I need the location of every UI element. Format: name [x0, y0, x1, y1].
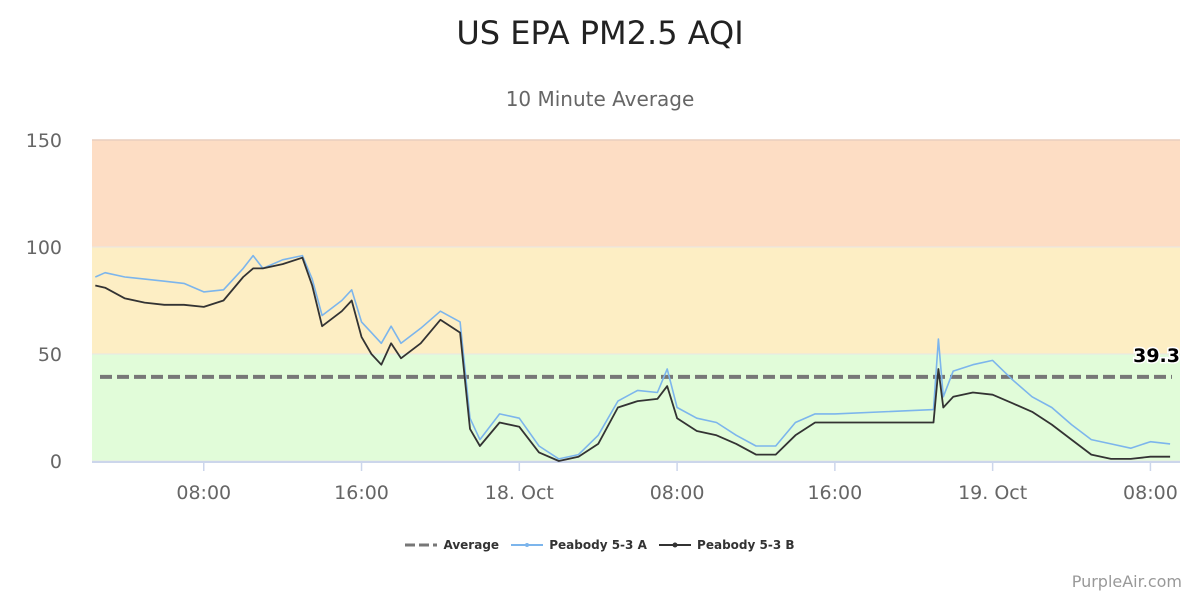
series-line-b: [95, 256, 1171, 462]
dash-line-icon: [405, 543, 438, 547]
x-tick-label: 16:00: [334, 482, 389, 504]
x-tick-label: 08:00: [1123, 482, 1178, 504]
credit-link[interactable]: PurpleAir.com: [1071, 572, 1182, 591]
y-tick-label: 0: [50, 451, 62, 473]
y-tick-label: 100: [26, 237, 62, 259]
x-tick-label: 19. Oct: [958, 482, 1027, 504]
aqi-band: [92, 247, 1180, 354]
chart-subtitle: 10 Minute Average: [505, 87, 695, 111]
legend-label: Peabody 5-3 B: [697, 538, 795, 552]
chart-plot: 0 50 100 150 08:00 16:00 18. Oct 08:00 16:00 19. …: [26, 130, 1182, 504]
chart-title: US EPA PM2.5 AQI: [456, 14, 744, 52]
x-tick-label: 08:00: [650, 482, 705, 504]
legend-item-average[interactable]: Average: [405, 538, 499, 552]
line-icon: [659, 542, 692, 548]
legend-item-series-a[interactable]: Peabody 5-3 A: [511, 538, 647, 552]
aqi-band: [92, 354, 1180, 461]
x-tick-label: 16:00: [807, 482, 862, 504]
legend-item-series-b[interactable]: Peabody 5-3 B: [659, 538, 795, 552]
y-tick-label: 50: [38, 344, 62, 366]
aqi-band: [92, 140, 1180, 247]
x-tick-label: 18. Oct: [485, 482, 554, 504]
y-tick-label: 150: [26, 130, 62, 152]
line-icon: [511, 543, 544, 547]
legend: Average Peabody 5-3 A Peabody 5-3 B: [0, 538, 1200, 552]
legend-label: Average: [443, 538, 500, 552]
x-tick-label: 08:00: [176, 482, 231, 504]
average-label: 39.3: [1133, 345, 1180, 367]
legend-label: Peabody 5-3 A: [549, 538, 647, 552]
